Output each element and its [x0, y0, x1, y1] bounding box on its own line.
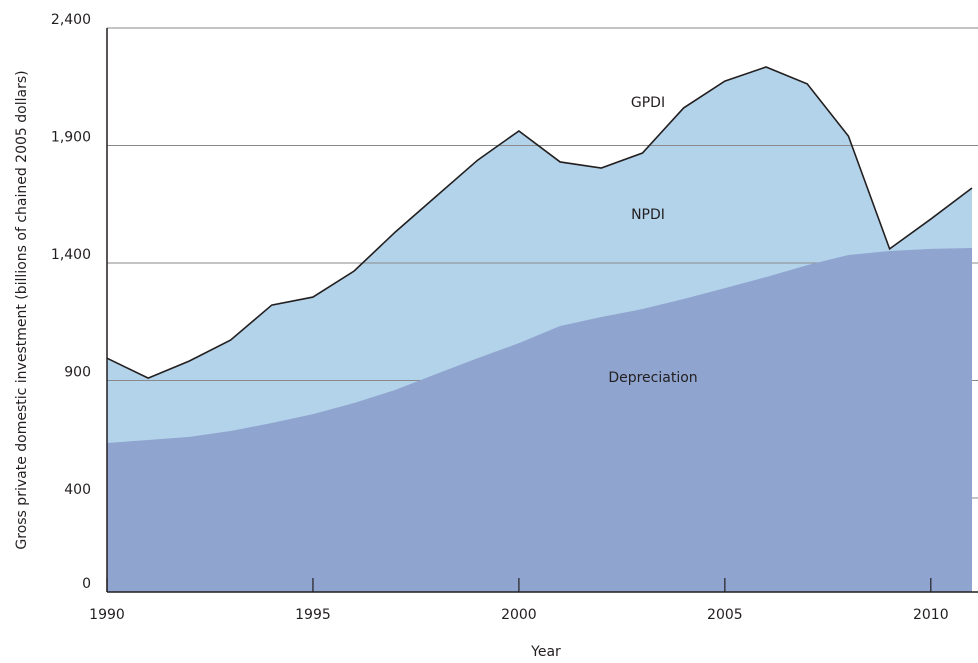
- series-label: Depreciation: [608, 370, 697, 386]
- x-tick-label: 2000: [501, 607, 537, 623]
- y-tick-label: 0: [82, 576, 91, 592]
- y-tick-label: 1,400: [51, 247, 91, 263]
- x-tick-label: 1990: [89, 607, 125, 623]
- y-axis-label: Gross private domestic investment (billi…: [14, 70, 30, 549]
- area: [107, 247, 972, 592]
- y-tick-label: 900: [64, 365, 91, 381]
- line: [106, 66, 973, 380]
- series-label: GPDI: [631, 95, 665, 111]
- y-tick-label: 2,400: [51, 12, 91, 28]
- annotation: NPDI: [631, 207, 665, 223]
- x-tick-label: 1995: [295, 607, 331, 623]
- y-tick-label: 400: [64, 482, 91, 498]
- x-tick-label: 2010: [913, 607, 949, 623]
- y-tick-label: 1,900: [51, 130, 91, 146]
- x-axis-label: Year: [530, 644, 561, 660]
- x-tick-label: 2005: [707, 607, 743, 623]
